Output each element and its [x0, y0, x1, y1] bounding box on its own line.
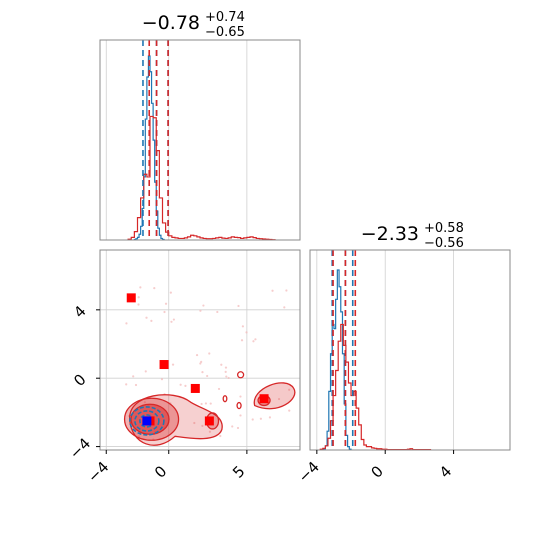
scatter-point	[236, 426, 240, 430]
frame-hist2	[309, 249, 511, 451]
scatter-point	[195, 353, 199, 357]
scatter-point	[241, 325, 244, 328]
title-param-1: −0.78	[142, 12, 200, 34]
scatter-point	[204, 402, 208, 405]
scatter-point	[125, 322, 128, 325]
scatter-point	[137, 296, 140, 299]
scatter-point	[169, 291, 172, 294]
marker-square-3	[204, 416, 214, 426]
contour-red-island-3	[236, 401, 242, 410]
scatter-point	[193, 421, 196, 425]
title-param-1-plus: +0.74	[205, 10, 245, 25]
scatter-point	[137, 303, 140, 306]
scatter-point	[209, 402, 212, 405]
scatter-point	[143, 401, 146, 404]
marker-square-4	[259, 394, 269, 404]
scatter-point	[199, 362, 202, 365]
scatter-point	[283, 306, 286, 309]
contour-blue-0	[129, 406, 165, 436]
scatter-point	[239, 414, 242, 417]
scatter-point	[225, 375, 228, 378]
scatter-point	[252, 340, 255, 343]
contour-red-island-2	[236, 371, 245, 379]
scatter-point	[237, 304, 240, 308]
scatter-point	[125, 383, 128, 386]
scatter-point	[134, 383, 138, 387]
scatter-point	[224, 370, 227, 373]
scatter-point	[200, 402, 203, 406]
tick-label-x2-2: 4	[436, 462, 455, 481]
histogram-param-2-panel	[309, 249, 511, 451]
scatter-point	[171, 363, 175, 366]
scatter-point	[227, 376, 230, 380]
scatter-point	[208, 352, 211, 355]
scatter-point	[184, 384, 187, 387]
title-param-2-minus: −0.56	[424, 236, 464, 251]
scatter-point	[288, 388, 291, 391]
tick-label-x2-0: −4	[295, 458, 323, 486]
scatter-point	[206, 374, 209, 378]
scatter-point	[224, 366, 228, 369]
scatter-point	[251, 418, 254, 421]
scatter-point	[239, 395, 242, 398]
scatter-point	[139, 286, 142, 289]
scatter-point	[172, 318, 175, 321]
scatter-point	[164, 302, 168, 305]
scatter-point	[254, 338, 257, 341]
scatter-point	[288, 409, 291, 412]
scatter-point	[179, 383, 182, 386]
marker-square-2	[190, 383, 200, 393]
scatter-point	[170, 320, 173, 323]
title-param-2-plus: +0.58	[424, 221, 464, 236]
histogram-param-2-series-0	[323, 269, 352, 450]
tick-label-y2-2: 4	[70, 302, 89, 321]
histogram-param-2-series-1	[319, 323, 432, 451]
scatter-point	[202, 304, 205, 307]
tick-label-x1-2: 5	[229, 462, 248, 481]
scatter-point	[220, 363, 223, 366]
histogram-param-1-panel	[99, 39, 301, 241]
scatter-point	[153, 287, 156, 290]
scatter-point	[259, 417, 262, 420]
scatter-point	[216, 310, 219, 314]
tick-label-y2-0: −4	[66, 434, 94, 462]
frame-joint	[99, 249, 301, 451]
scatter-point	[163, 310, 166, 314]
marker-square-1	[159, 360, 169, 370]
scatter-point	[285, 289, 288, 292]
tick-label-x1-0: −4	[84, 458, 112, 486]
scatter-point	[245, 331, 248, 334]
scatter-point	[217, 387, 221, 391]
joint-distribution-panel	[99, 249, 301, 451]
contour-red-island-4	[222, 395, 228, 403]
scatter-point	[201, 424, 204, 427]
marker-square-0	[126, 293, 136, 303]
scatter-point	[145, 316, 148, 319]
joint-content	[123, 286, 296, 446]
scatter-point	[277, 397, 281, 401]
scatter-point	[231, 425, 234, 428]
frame-hist1	[99, 39, 301, 241]
tick-label-y2-1: 0	[70, 370, 89, 389]
scatter-point	[240, 339, 244, 342]
scatter-point	[160, 378, 164, 381]
scatter-point	[219, 434, 222, 438]
tick-label-x1-1: 0	[151, 462, 170, 481]
title-param-1-minus: −0.65	[205, 25, 245, 40]
scatter-point	[201, 371, 204, 374]
scatter-point	[199, 309, 202, 312]
title-param-2: −2.33	[361, 223, 419, 245]
scatter-point	[208, 430, 212, 433]
histogram-param-1-series-1	[127, 115, 276, 241]
scatter-point	[200, 360, 203, 363]
scatter-point	[150, 319, 153, 322]
scatter-point	[132, 375, 135, 378]
scatter-point	[144, 370, 147, 373]
truth-marker	[142, 416, 152, 426]
scatter-point	[268, 416, 272, 419]
contour-blue-1	[134, 410, 160, 432]
tick-label-x2-1: 0	[367, 462, 386, 481]
scatter-point	[271, 289, 274, 292]
